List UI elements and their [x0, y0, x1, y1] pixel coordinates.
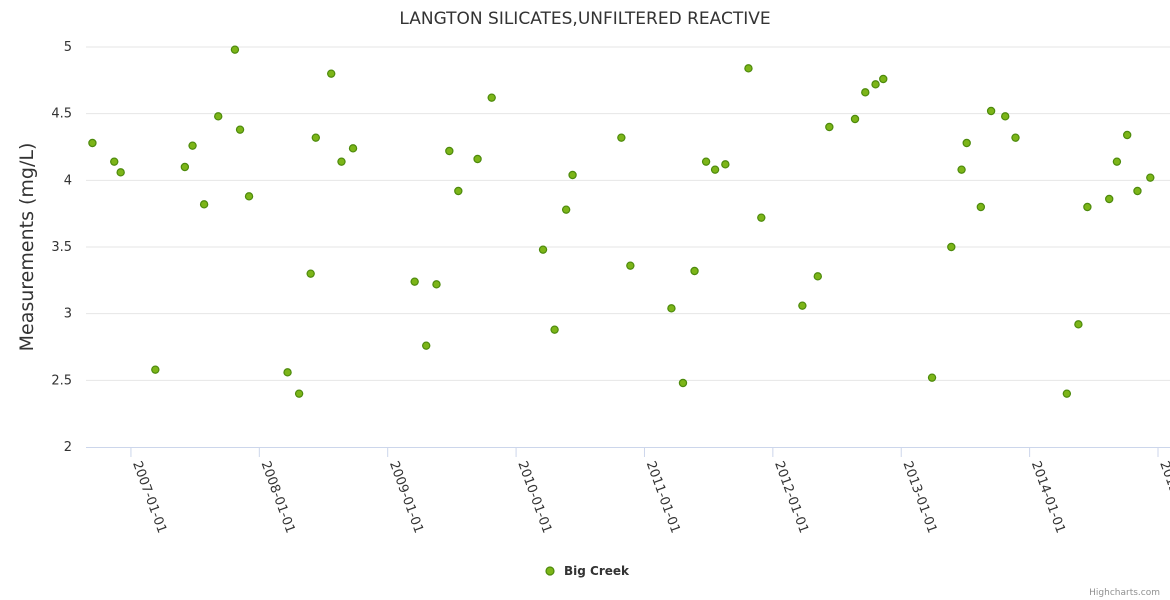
- data-point[interactable]: [825, 122, 834, 132]
- gridlines: [86, 46, 1170, 381]
- legend[interactable]: Big Creek: [545, 564, 630, 578]
- data-point[interactable]: [110, 157, 119, 166]
- data-point[interactable]: [235, 125, 245, 134]
- data-point[interactable]: [306, 269, 315, 278]
- data-point[interactable]: [678, 378, 688, 388]
- data-point[interactable]: [454, 186, 463, 196]
- data-point[interactable]: [422, 341, 431, 350]
- data-point[interactable]: [199, 200, 209, 209]
- data-point[interactable]: [947, 242, 956, 252]
- data-point[interactable]: [690, 266, 699, 276]
- data-point[interactable]: [283, 368, 292, 377]
- chart-title: LANGTON SILICATES,UNFILTERED REACTIVE: [399, 9, 770, 29]
- data-point[interactable]: [861, 88, 870, 97]
- data-point[interactable]: [410, 277, 419, 286]
- data-point[interactable]: [550, 325, 559, 334]
- data-point[interactable]: [744, 64, 753, 73]
- data-point[interactable]: [710, 165, 720, 174]
- credits-link[interactable]: Highcharts.com: [1089, 588, 1160, 598]
- data-point[interactable]: [568, 170, 577, 180]
- data-point[interactable]: [1083, 202, 1092, 212]
- y-tick-label: 5: [64, 40, 72, 55]
- y-axis-tick-labels: 2 2.5 3 3.5 4 4.5 5: [51, 40, 72, 455]
- data-point[interactable]: [473, 154, 482, 164]
- data-point[interactable]: [311, 133, 321, 142]
- data-point[interactable]: [1112, 157, 1122, 166]
- data-point[interactable]: [1011, 133, 1020, 142]
- data-point[interactable]: [538, 245, 548, 254]
- data-point[interactable]: [962, 138, 971, 148]
- data-point[interactable]: [230, 45, 240, 54]
- data-point[interactable]: [487, 93, 496, 102]
- data-point[interactable]: [1001, 112, 1010, 121]
- data-point[interactable]: [813, 272, 822, 281]
- data-point[interactable]: [432, 280, 441, 289]
- y-tick-label: 4: [64, 173, 72, 188]
- data-point[interactable]: [701, 157, 711, 166]
- data-point[interactable]: [180, 162, 190, 172]
- y-axis-label: Measurements (mg/L): [16, 143, 38, 352]
- data-point[interactable]: [927, 373, 937, 382]
- data-point[interactable]: [1146, 173, 1155, 182]
- data-point[interactable]: [337, 157, 346, 166]
- data-point[interactable]: [976, 202, 986, 212]
- data-point[interactable]: [348, 144, 358, 153]
- series-big-creek[interactable]: [88, 45, 1155, 398]
- y-tick-label: 2.5: [51, 373, 72, 388]
- data-point[interactable]: [151, 365, 160, 374]
- data-point[interactable]: [617, 133, 626, 142]
- y-tick-label: 4.5: [51, 107, 72, 122]
- data-point[interactable]: [879, 74, 888, 84]
- legend-label-big-creek[interactable]: Big Creek: [564, 564, 630, 578]
- y-tick-label: 3.5: [51, 240, 72, 255]
- data-point[interactable]: [294, 389, 304, 398]
- data-point[interactable]: [244, 192, 254, 201]
- data-point[interactable]: [757, 213, 766, 222]
- data-point[interactable]: [445, 146, 454, 156]
- data-point[interactable]: [1074, 320, 1083, 329]
- data-point[interactable]: [626, 261, 635, 270]
- data-point[interactable]: [1105, 194, 1114, 204]
- data-point[interactable]: [1133, 186, 1142, 196]
- data-point[interactable]: [327, 69, 336, 78]
- data-point[interactable]: [88, 138, 97, 148]
- y-tick-label: 3: [64, 307, 72, 322]
- data-point[interactable]: [871, 80, 880, 89]
- legend-marker-big-creek[interactable]: [545, 566, 555, 576]
- data-point[interactable]: [957, 165, 966, 174]
- data-point[interactable]: [850, 114, 860, 124]
- data-point[interactable]: [667, 304, 676, 313]
- data-point[interactable]: [214, 112, 223, 121]
- data-point[interactable]: [986, 106, 996, 116]
- data-point[interactable]: [188, 141, 197, 150]
- data-point[interactable]: [116, 168, 125, 177]
- data-point[interactable]: [798, 301, 807, 310]
- data-point[interactable]: [721, 160, 730, 169]
- data-point[interactable]: [1122, 130, 1132, 140]
- data-point[interactable]: [561, 205, 571, 214]
- y-tick-label: 2: [64, 440, 72, 455]
- data-point[interactable]: [1062, 389, 1072, 398]
